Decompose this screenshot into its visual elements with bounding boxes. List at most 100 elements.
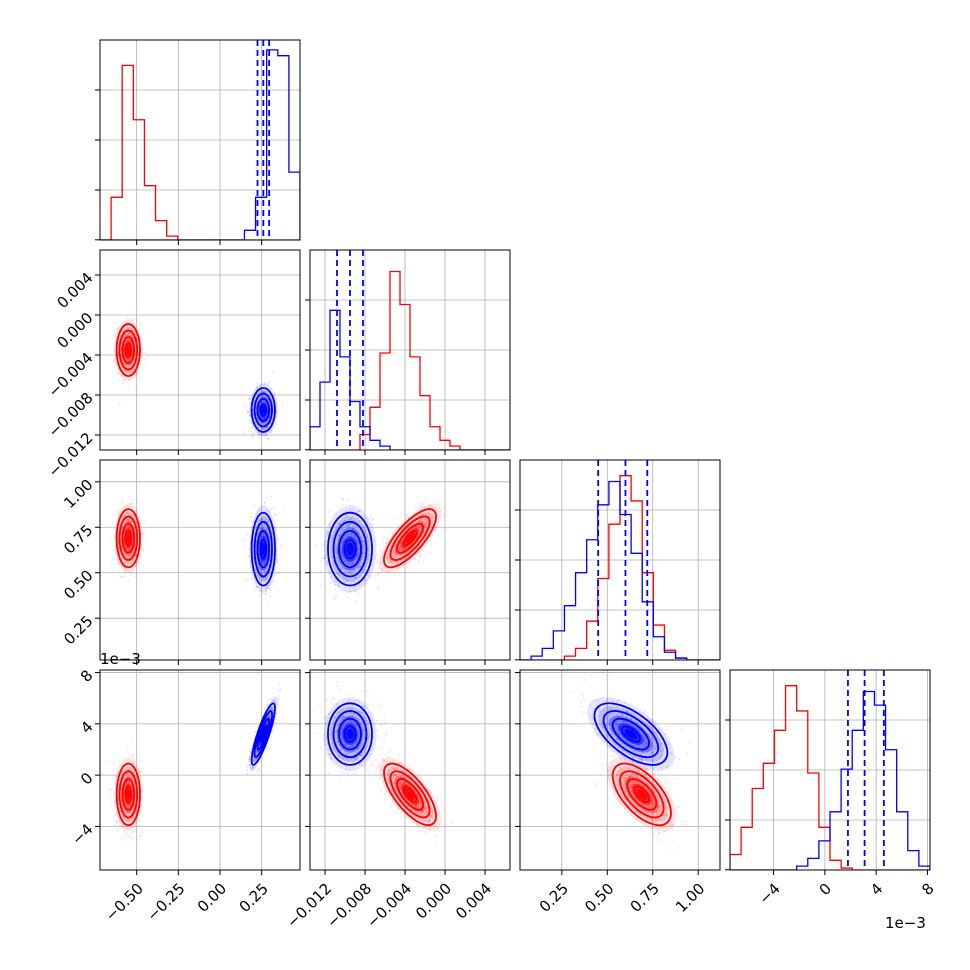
sample-point xyxy=(256,385,259,388)
sample-point xyxy=(416,547,418,550)
sample-point xyxy=(349,572,352,574)
sample-point xyxy=(353,534,355,536)
sample-point xyxy=(265,587,267,590)
sample-point xyxy=(436,521,439,524)
sample-point xyxy=(354,529,357,532)
sample-point xyxy=(341,555,344,558)
sample-point xyxy=(420,527,422,530)
sample-point xyxy=(134,565,137,568)
sample-point xyxy=(127,511,130,513)
sample-point xyxy=(353,577,356,580)
sample-point xyxy=(127,774,130,776)
sample-point xyxy=(261,390,264,393)
sample-point xyxy=(126,774,128,777)
sample-point xyxy=(393,549,395,552)
sample-point xyxy=(116,771,119,773)
sample-point xyxy=(126,773,129,775)
sample-point xyxy=(117,562,119,564)
sample-point xyxy=(138,835,141,838)
sample-point xyxy=(348,523,351,526)
sample-point xyxy=(354,524,356,527)
sample-point xyxy=(132,779,135,782)
sample-point xyxy=(376,561,379,564)
sample-point xyxy=(262,577,265,580)
sample-point xyxy=(130,811,133,813)
sample-point xyxy=(103,343,106,345)
sample-point xyxy=(124,759,127,762)
sample-point xyxy=(374,577,376,580)
sample-point xyxy=(268,417,270,419)
sample-point xyxy=(362,540,364,543)
sample-point xyxy=(411,568,414,570)
sample-point xyxy=(395,569,398,571)
sample-point xyxy=(127,327,130,330)
sample-point xyxy=(132,549,135,552)
sample-point xyxy=(134,541,137,543)
sample-point xyxy=(409,549,412,552)
sample-point xyxy=(132,367,135,370)
sample-point xyxy=(258,567,260,569)
sample-point xyxy=(258,519,260,522)
sample-point xyxy=(370,515,372,518)
sample-point xyxy=(261,433,264,436)
sample-point xyxy=(328,523,331,526)
sample-point xyxy=(401,548,404,551)
panel-0-1 xyxy=(100,250,300,450)
sample-point xyxy=(420,505,423,508)
sample-point xyxy=(120,354,123,356)
sample-point xyxy=(140,796,143,798)
sample-point xyxy=(133,757,136,760)
sample-point xyxy=(266,520,268,523)
sample-point xyxy=(131,777,134,780)
sample-point xyxy=(128,525,131,528)
sample-point xyxy=(120,575,123,578)
sample-point xyxy=(340,521,343,523)
sample-point xyxy=(377,586,379,589)
sample-point xyxy=(355,558,357,561)
sample-point xyxy=(125,548,128,551)
sample-point xyxy=(123,563,126,565)
sample-point xyxy=(329,581,332,583)
sample-point xyxy=(259,579,262,582)
sample-point xyxy=(372,519,375,521)
sample-point xyxy=(115,373,118,376)
sample-point xyxy=(353,524,356,527)
sample-point xyxy=(131,328,134,331)
histogram-blue-p2 xyxy=(520,480,720,660)
sample-point xyxy=(351,563,353,566)
sample-point xyxy=(431,516,433,518)
sample-point xyxy=(388,570,390,573)
sample-point xyxy=(272,404,275,406)
sample-point xyxy=(404,547,407,550)
sample-point xyxy=(357,510,360,513)
sample-point xyxy=(419,519,422,522)
sample-point xyxy=(129,371,132,373)
sample-point xyxy=(391,532,394,535)
sample-point xyxy=(264,567,267,570)
sample-point xyxy=(253,433,256,436)
sample-point xyxy=(353,536,355,538)
sample-point xyxy=(129,370,132,372)
sample-point xyxy=(129,363,132,365)
sample-point xyxy=(424,522,427,525)
sample-point xyxy=(266,426,268,429)
sample-point xyxy=(141,347,144,350)
sample-point xyxy=(355,538,357,541)
sample-point xyxy=(129,371,131,373)
sample-point xyxy=(248,411,251,413)
sample-point xyxy=(132,552,134,554)
sample-point xyxy=(125,505,127,507)
sample-point xyxy=(263,422,266,424)
sample-point xyxy=(255,585,258,588)
sample-point xyxy=(246,579,249,582)
sample-point xyxy=(391,555,394,558)
sample-point xyxy=(350,522,352,525)
sample-point xyxy=(425,524,428,526)
sample-point xyxy=(131,817,134,819)
histogram-blue-p1 xyxy=(310,309,510,450)
sample-point xyxy=(407,516,409,518)
sample-point xyxy=(128,819,131,822)
sample-point xyxy=(356,529,359,532)
sample-point xyxy=(351,522,354,525)
contour-line-1 xyxy=(396,522,424,554)
